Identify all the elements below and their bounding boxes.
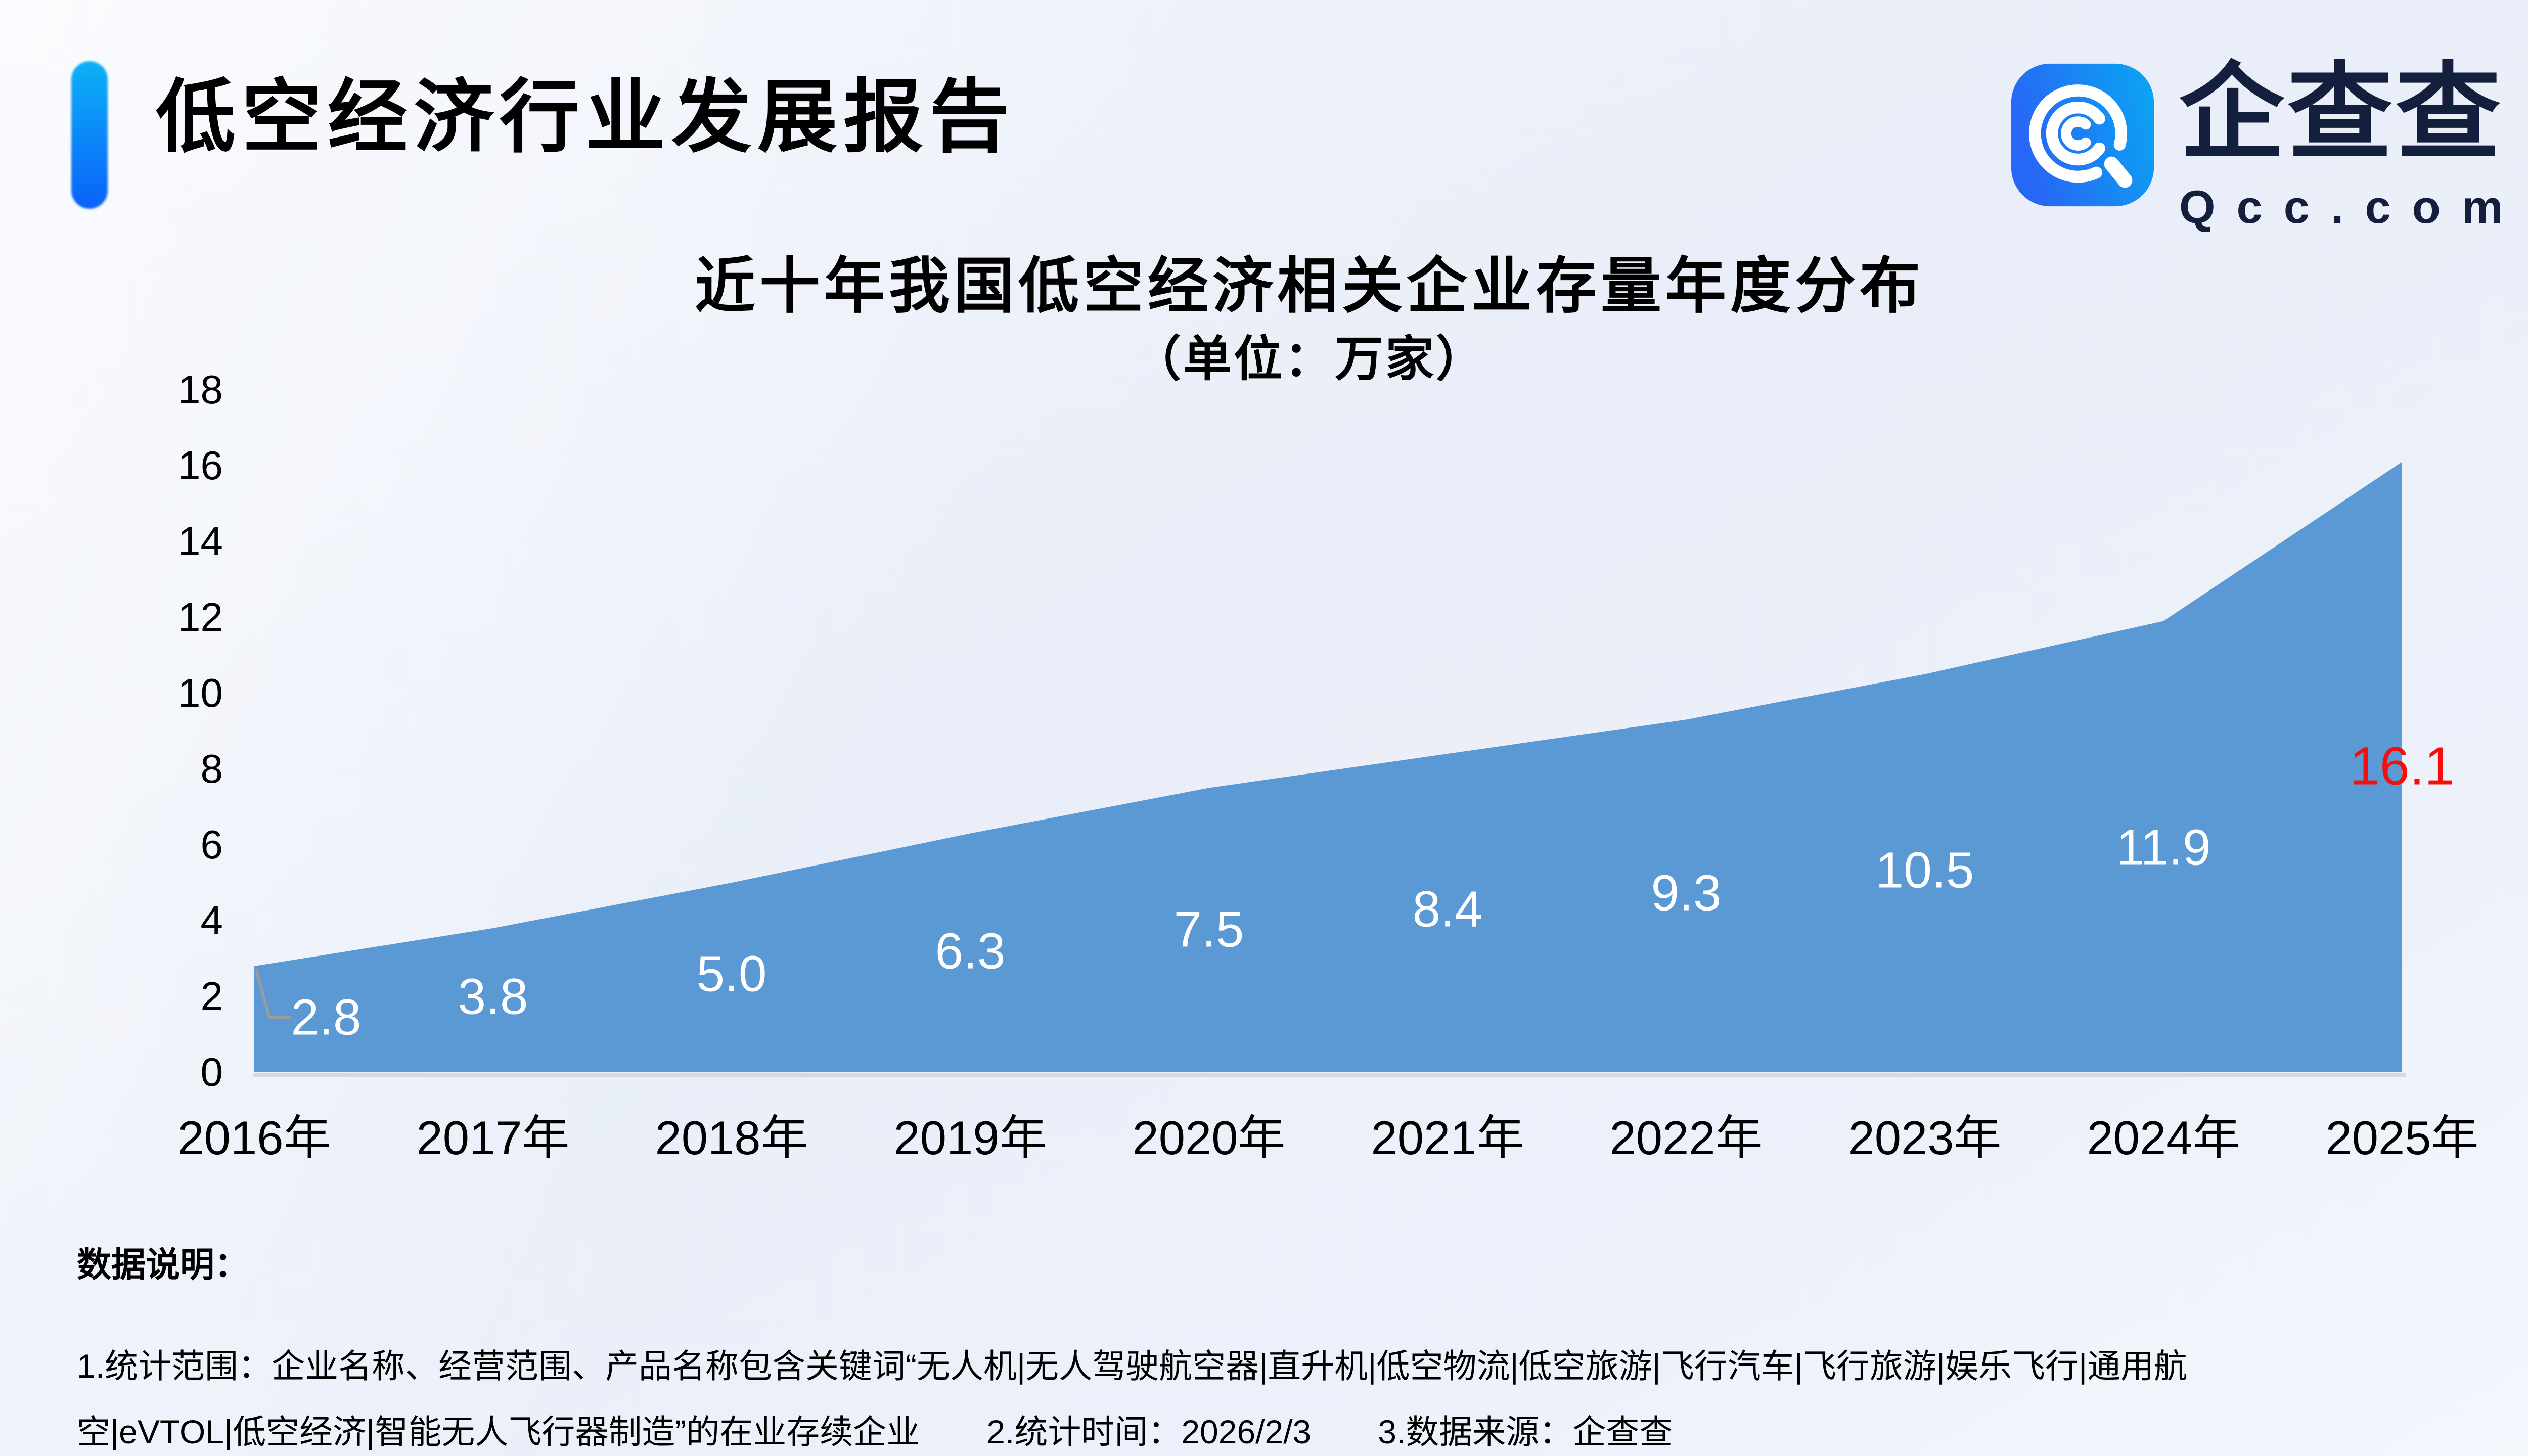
label-leader-line — [254, 968, 291, 1019]
area-series — [254, 462, 2402, 1072]
qcc-magnifier-icon — [2011, 63, 2154, 207]
qcc-logo-domain: Qcc.com — [2179, 181, 2524, 233]
x-axis-line — [253, 1073, 2406, 1077]
chart-title: 近十年我国低空经济相关企业存量年度分布 — [695, 252, 1924, 320]
qcc-logo: 企查查 Qcc.com — [2008, 61, 2524, 234]
notes-heading: 数据说明： — [77, 1246, 249, 1284]
notes-line-1: 1.统计范围：企业名称、经营范围、产品名称包含关键词“无人机|无人驾驶航空器|直… — [77, 1347, 2188, 1385]
report-title: 低空经济行业发展报告 — [156, 73, 1015, 162]
notes-line-2: 空|eVTOL|低空经济|智能无人飞行器制造”的在业存续企业 2.统计时间：20… — [77, 1413, 1673, 1450]
qcc-logo-name: 企查查 — [2179, 55, 2504, 172]
title-accent-bar — [71, 61, 108, 209]
chart-subtitle: （单位：万家） — [1133, 332, 1486, 386]
qcc-logo-text: 企查查 Qcc.com — [2179, 61, 2524, 234]
